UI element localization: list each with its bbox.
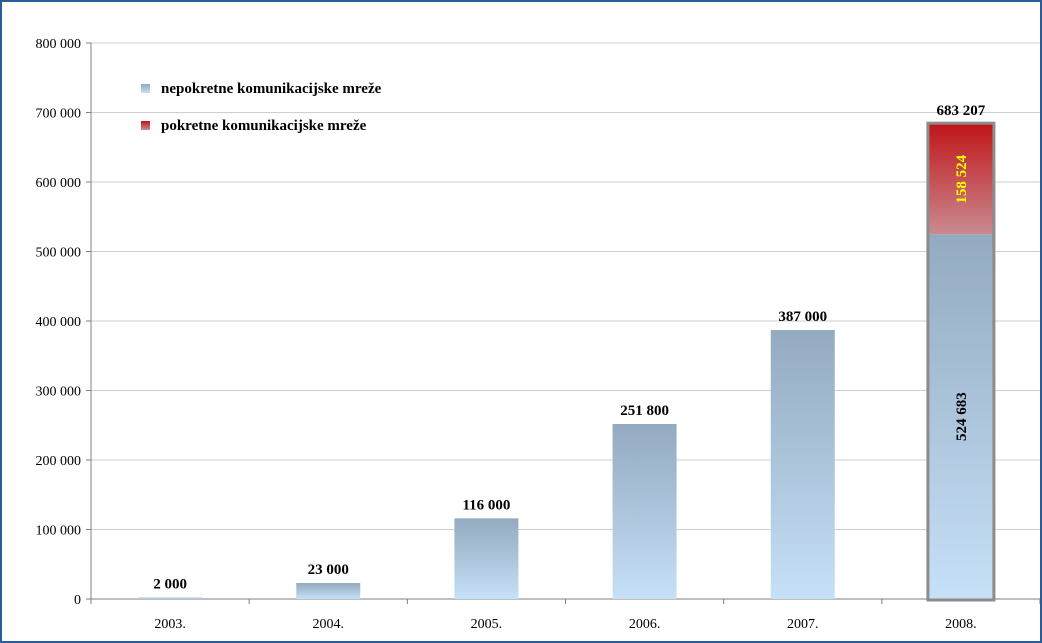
y-tick-label: 400 000 bbox=[36, 315, 82, 330]
legend-swatch bbox=[141, 121, 150, 130]
x-tick-label: 2003. bbox=[154, 617, 186, 632]
data-label-mobile-networks: 158 524 bbox=[954, 154, 970, 203]
data-label-total: 23 000 bbox=[308, 562, 349, 578]
data-label-total: 683 207 bbox=[937, 103, 986, 119]
y-tick-label: 800 000 bbox=[36, 37, 82, 52]
x-tick-label: 2006. bbox=[629, 617, 661, 632]
x-tick-label: 2004. bbox=[313, 617, 345, 632]
data-label-fixed-networks: 524 683 bbox=[954, 392, 970, 441]
y-tick-label: 0 bbox=[74, 593, 81, 608]
x-tick-label: 2007. bbox=[787, 617, 819, 632]
data-label-total: 251 800 bbox=[620, 403, 669, 419]
data-label-total: 116 000 bbox=[462, 497, 510, 513]
y-tick-label: 200 000 bbox=[36, 454, 82, 469]
data-label-total: 387 000 bbox=[778, 309, 827, 325]
bar-fixed-networks bbox=[928, 234, 993, 599]
x-tick-label: 2005. bbox=[471, 617, 503, 632]
legend-swatch bbox=[141, 84, 150, 93]
data-label-total: 2 000 bbox=[153, 577, 187, 593]
y-tick-label: 700 000 bbox=[36, 107, 82, 122]
y-tick-label: 500 000 bbox=[36, 246, 82, 261]
bar-fixed-networks bbox=[454, 518, 519, 599]
y-tick-label: 100 000 bbox=[36, 524, 82, 539]
legend-label: pokretne komunikacijske mreže bbox=[161, 118, 367, 134]
legend-label: nepokretne komunikacijske mreže bbox=[161, 81, 382, 97]
highlight-outline bbox=[926, 121, 996, 602]
bar-fixed-networks bbox=[138, 597, 203, 599]
x-tick-label: 2008. bbox=[945, 617, 977, 632]
bar-mobile-networks bbox=[928, 124, 993, 235]
bar-fixed-networks bbox=[296, 583, 361, 599]
y-tick-label: 600 000 bbox=[36, 176, 82, 191]
bar-fixed-networks bbox=[612, 423, 677, 599]
bar-fixed-networks bbox=[770, 330, 835, 599]
y-tick-label: 300 000 bbox=[36, 385, 82, 400]
